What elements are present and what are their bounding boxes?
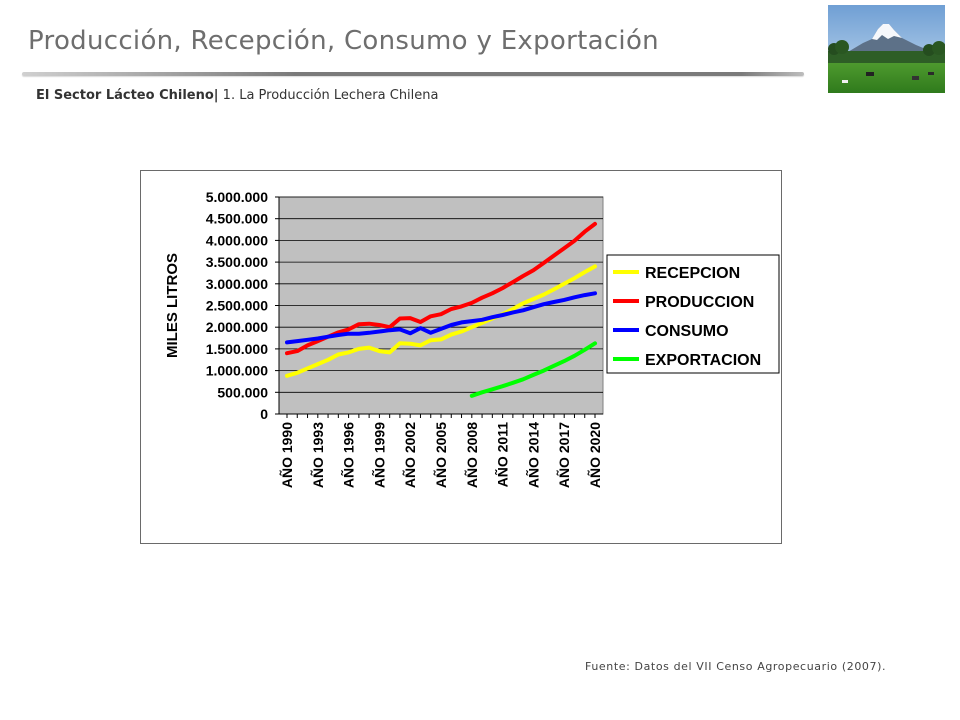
x-tick-label: AÑO 1999: [370, 422, 387, 488]
legend-label: RECEPCION: [645, 265, 740, 282]
volcano-pasture-photo: [828, 5, 945, 93]
y-tick-label: 4.000.000: [206, 232, 268, 248]
series-line-consumo: [285, 291, 597, 345]
slide-title: Producción, Recepción, Consumo y Exporta…: [28, 26, 659, 56]
y-tick-label: 500.000: [217, 384, 268, 400]
series-line-exportacion: [469, 341, 597, 398]
title-divider: [22, 72, 804, 76]
y-tick-label: 2.500.000: [206, 298, 268, 314]
line-chart: 5.000.000 4.500.000 4.000.000 3.500.000 3.00…: [164, 189, 780, 488]
subtitle-section: El Sector Lácteo Chileno|: [36, 88, 219, 103]
y-tick-label: 1.000.000: [206, 363, 268, 379]
y-tick-label: 3.500.000: [206, 254, 268, 270]
y-tick-label: 4.500.000: [206, 211, 268, 227]
x-tick-label: AÑO 1996: [340, 422, 357, 488]
series-line-produccion: [285, 221, 597, 356]
legend-label: PRODUCCION: [645, 294, 754, 311]
y-tick-label: 3.000.000: [206, 276, 268, 292]
y-tick-label: 1.500.000: [206, 341, 268, 357]
source-note: Fuente: Datos del VII Censo Agropecuario…: [585, 660, 887, 673]
x-tick-label: AÑO 2014: [524, 422, 541, 488]
legend-box: [606, 254, 780, 374]
series-line-recepcion: [285, 264, 597, 378]
x-tick-label: AÑO 2005: [432, 422, 449, 488]
slide-subtitle: El Sector Lácteo Chileno| 1. La Producci…: [36, 88, 439, 103]
y-tick-label: 5.000.000: [206, 189, 268, 205]
y-tick-label: 0: [260, 406, 268, 422]
chart-frame: 5.000.000 4.500.000 4.000.000 3.500.000 3.00…: [140, 170, 782, 544]
y-axis-label: MILES LITROS: [164, 253, 181, 358]
x-tick-label: AÑO 2017: [555, 422, 572, 488]
x-tick-label: AÑO 2011: [494, 422, 511, 488]
x-tick-label: AÑO 2002: [401, 422, 418, 488]
x-tick-label: AÑO 1990: [278, 422, 295, 488]
subtitle-topic: 1. La Producción Lechera Chilena: [218, 88, 439, 103]
legend-label: CONSUMO: [645, 323, 729, 340]
y-tick-label: 2.000.000: [206, 319, 268, 335]
x-tick-label: AÑO 2008: [463, 422, 480, 488]
legend-label: EXPORTACION: [645, 352, 761, 369]
x-tick-label: AÑO 1993: [309, 422, 326, 488]
x-tick-label: AÑO 2020: [586, 422, 603, 488]
